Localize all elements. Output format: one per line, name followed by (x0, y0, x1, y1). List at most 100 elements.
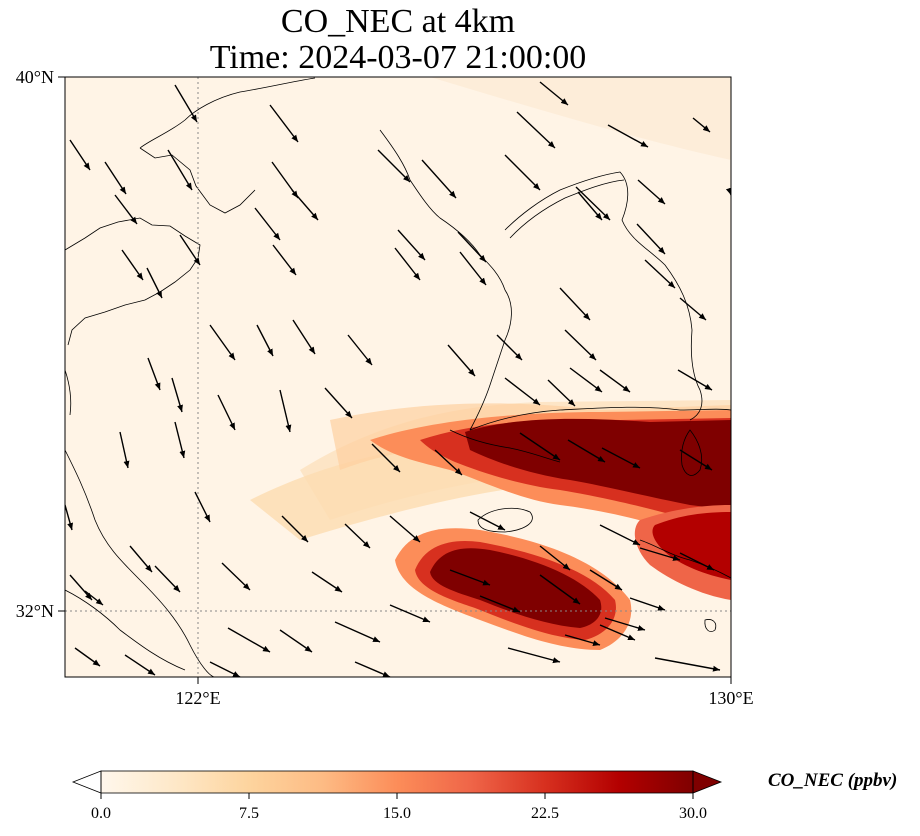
wind-arrow (324, 387, 353, 419)
wind-arrow (281, 515, 309, 543)
wind-arrow (421, 159, 457, 199)
wind-arrow (469, 511, 506, 531)
wind-arrow (547, 379, 576, 407)
wind-arrow (146, 267, 163, 299)
wind-arrow (227, 627, 271, 653)
coastlines (65, 77, 731, 677)
wind-arrow (114, 194, 138, 225)
wind-arrow (174, 84, 198, 123)
colorbar-min-extension (71, 770, 102, 794)
wind-arrow (279, 389, 292, 433)
wind-arrow (129, 545, 153, 573)
wind-arrow (539, 574, 581, 605)
wind-arrow (354, 661, 391, 677)
wind-arrow (654, 657, 721, 672)
wind-arrow (69, 139, 91, 171)
wind-arrow (599, 369, 631, 393)
wind-arrow (604, 617, 646, 631)
wind-arrow (639, 547, 681, 561)
wind-arrow (104, 161, 127, 195)
wind-arrow (179, 234, 201, 266)
lon-label-130e: 130°E (708, 688, 753, 708)
wind-arrow (121, 249, 144, 281)
wind-arrow (564, 634, 601, 646)
map-background (65, 77, 731, 677)
wind-arrow (507, 647, 561, 664)
wind-vectors (65, 81, 731, 677)
wind-arrow (154, 565, 181, 593)
wind-arrow (124, 654, 156, 676)
wind-arrow (209, 661, 241, 677)
wind-arrow (394, 247, 421, 281)
wind-arrow (479, 595, 521, 613)
wind-arrow (679, 552, 715, 571)
lon-label-122e: 122°E (175, 688, 220, 708)
wind-arrow (539, 81, 569, 106)
wind-arrow (569, 367, 603, 393)
wind-arrow (504, 154, 541, 191)
wind-arrow (377, 149, 411, 183)
wind-arrow (371, 443, 401, 473)
wind-arrow (69, 574, 93, 601)
wind-arrow (174, 421, 186, 459)
lat-label-40n: 40°N (16, 67, 54, 87)
wind-arrow (447, 344, 476, 377)
colorbar: 0.0 7.5 15.0 22.5 30.0 (71, 770, 723, 822)
wind-arrow (221, 562, 251, 591)
wind-arrow (397, 229, 426, 261)
wind-arrow (147, 357, 161, 391)
wind-arrow (539, 545, 571, 571)
wind-arrow (272, 244, 297, 276)
colorbar-ramp (101, 771, 693, 793)
wind-arrow (347, 334, 373, 366)
wind-arrow (589, 569, 623, 591)
wind-arrow (599, 524, 641, 546)
wind-arrow (209, 324, 236, 361)
wind-arrow (344, 523, 371, 549)
wind-arrow (434, 449, 463, 476)
wind-arrow (389, 515, 421, 543)
map-title: CO_NEC at 4km (280, 3, 516, 40)
wind-arrow (256, 324, 274, 357)
wind-arrow (171, 377, 183, 413)
wind-arrow (504, 377, 541, 406)
wind-arrow (74, 647, 101, 667)
wind-arrow (269, 104, 299, 143)
map-time-subtitle: Time: 2024-03-07 21:00:00 (209, 39, 587, 76)
wind-arrow (629, 597, 666, 611)
wind-arrow (84, 590, 104, 606)
wind-arrow (559, 287, 591, 321)
wind-arrow (254, 207, 281, 241)
colorbar-max-extension (692, 770, 723, 794)
wind-arrow (692, 117, 711, 133)
wind-arrow (575, 186, 611, 221)
wind-arrow (292, 319, 316, 355)
wind-arrow (119, 431, 130, 469)
wind-arrow (679, 297, 707, 321)
colorbar-tick-label: 22.5 (531, 805, 559, 822)
wind-arrow (637, 179, 666, 205)
map-frame (64, 76, 732, 678)
wind-arrow (334, 621, 381, 643)
wind-arrow (577, 191, 603, 221)
wind-arrow (291, 189, 319, 221)
wind-arrow (601, 447, 641, 469)
wind-arrow (65, 504, 74, 531)
wind-arrow (279, 629, 313, 653)
wind-arrow (459, 251, 487, 286)
wind-arrow (519, 432, 561, 461)
wind-arrow (167, 149, 193, 191)
wind-arrow (564, 329, 597, 361)
wind-arrow (457, 231, 487, 263)
wind-arrow (644, 259, 676, 289)
wind-arrow (567, 439, 606, 463)
wind-arrow (389, 604, 431, 623)
colorbar-tick-label: 0.0 (91, 805, 111, 822)
colorbar-tick-label: 30.0 (679, 805, 707, 822)
concentration-field (250, 77, 731, 650)
wind-arrow (679, 449, 713, 471)
wind-arrow (677, 369, 713, 391)
wind-arrow (311, 571, 343, 593)
colorbar-tick-label: 7.5 (239, 805, 259, 822)
